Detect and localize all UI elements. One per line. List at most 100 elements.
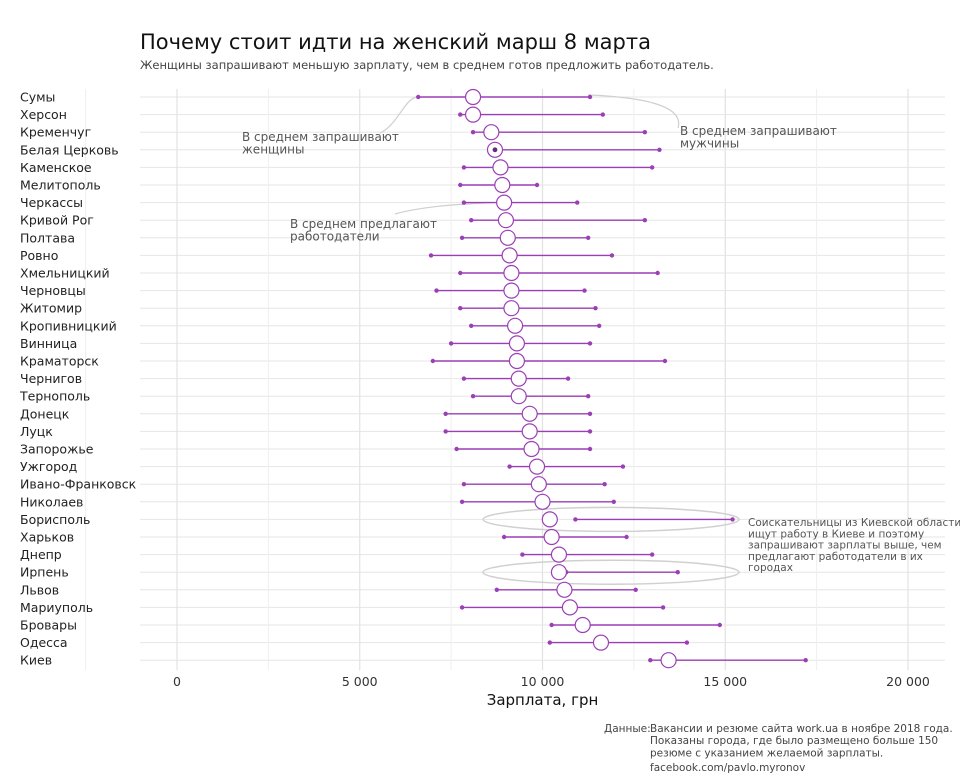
x-tick-label: 20 000 xyxy=(886,674,930,689)
marks-layer xyxy=(416,88,808,669)
men-point xyxy=(587,341,593,346)
employer-point xyxy=(508,352,526,370)
men-point xyxy=(585,394,591,399)
city-label: Одесса xyxy=(20,635,68,650)
source-line: Показаны города, где было размещено боль… xyxy=(650,735,938,747)
city-label: Мелитополь xyxy=(20,178,101,193)
annotation-women: В среднем запрашивают xyxy=(242,130,399,144)
x-tick-label: 10 000 xyxy=(521,674,565,689)
annotation-shapes xyxy=(379,94,740,585)
city-label: Чернигов xyxy=(20,371,82,386)
city-label: Кривой Рог xyxy=(20,213,94,228)
women-point xyxy=(461,200,467,205)
source-line: Вакансии и резюме сайта work.ua в ноябре… xyxy=(650,723,953,735)
women-point xyxy=(430,358,436,364)
city-label: Кременчуг xyxy=(20,125,91,140)
men-point xyxy=(675,570,680,575)
men-point xyxy=(803,658,808,663)
employer-point xyxy=(503,300,520,317)
source-label: Данные: xyxy=(604,723,651,735)
employer-point xyxy=(574,616,591,634)
employer-point xyxy=(561,599,579,616)
employer-point xyxy=(483,124,500,141)
employer-point xyxy=(503,282,520,299)
source-credit: facebook.com/pavlo.myronov xyxy=(650,762,805,774)
employer-point xyxy=(550,546,568,563)
women-point xyxy=(458,182,463,188)
women-point xyxy=(494,587,500,592)
annotation-men: мужчины xyxy=(680,137,739,151)
men-point xyxy=(633,587,638,592)
women-point xyxy=(459,499,465,504)
x-tick-label: 5 000 xyxy=(342,674,378,689)
city-label: Тернополь xyxy=(19,389,90,404)
women-point xyxy=(434,288,439,293)
women-point xyxy=(459,235,465,240)
women-point xyxy=(470,130,476,135)
men-point xyxy=(662,358,668,364)
city-label: Белая Церковь xyxy=(20,142,119,157)
city-label: Донецк xyxy=(20,406,70,421)
men-point xyxy=(534,182,540,188)
men-point xyxy=(611,499,616,504)
city-label: Львов xyxy=(20,582,59,597)
women-point xyxy=(428,253,434,258)
employer-point xyxy=(499,229,516,246)
employer-point xyxy=(494,176,511,194)
city-label: Николаев xyxy=(20,494,83,509)
employer-point xyxy=(660,652,677,669)
city-label: Житомир xyxy=(20,301,82,316)
men-point xyxy=(602,482,607,487)
x-axis: 0 5 000 10 000 15 000 20 000 Зарплата, грн xyxy=(173,674,930,709)
employer-point xyxy=(530,476,547,493)
annotation-employer: работодатели xyxy=(290,230,380,244)
city-label: Черкассы xyxy=(20,195,83,210)
women-point xyxy=(443,411,448,416)
men-point xyxy=(582,288,587,293)
employer-point xyxy=(556,581,573,598)
annotation-men: В среднем запрашивают xyxy=(680,124,837,138)
annotation-kyiv-region: запрашивают зарплаты выше, чем xyxy=(748,540,942,552)
city-label: Бровары xyxy=(20,618,77,633)
employer-point xyxy=(497,212,515,229)
city-label: Хмельницкий xyxy=(20,266,110,281)
leader-women xyxy=(379,96,419,134)
men-point xyxy=(620,464,626,469)
men-point xyxy=(587,411,593,416)
men-point xyxy=(660,605,666,610)
annotation-kyiv-region: ищут работу в Киеве и поэтому xyxy=(748,528,924,540)
women-point xyxy=(520,552,525,557)
leader-employer xyxy=(394,202,493,215)
women-point xyxy=(469,218,474,223)
employer-point xyxy=(541,511,558,528)
men-point xyxy=(684,640,690,645)
women-point xyxy=(458,306,463,311)
men-point xyxy=(587,94,593,100)
men-point xyxy=(609,253,615,258)
annotation-kyiv-region: предлагают работодатели в их xyxy=(748,551,923,563)
city-label: Ровно xyxy=(20,248,58,263)
annotation-kyiv-region: Соискательницы из Киевской области xyxy=(748,517,960,529)
city-label: Винница xyxy=(20,336,77,351)
city-label: Киев xyxy=(20,653,52,668)
city-label: Харьков xyxy=(20,530,74,545)
leader-men xyxy=(587,94,680,129)
city-label: Херсон xyxy=(20,107,67,122)
women-point xyxy=(501,534,507,540)
women-point xyxy=(507,464,512,469)
women-point xyxy=(458,112,463,117)
employer-point xyxy=(534,493,551,510)
annotation-kyiv-region: городах xyxy=(748,562,793,574)
women-point xyxy=(458,270,463,276)
city-label: Ужгород xyxy=(20,459,77,474)
men-point xyxy=(585,235,591,240)
highlight-ellipse-borispol xyxy=(482,506,740,533)
employer-point xyxy=(543,528,560,546)
men-point xyxy=(575,200,580,205)
annotation-women: женщины xyxy=(242,143,304,157)
chart-subtitle: Женщины запрашивают меньшую зарплату, че… xyxy=(140,58,714,72)
city-label: Ивано-Франковск xyxy=(20,477,137,492)
employer-point xyxy=(503,264,520,282)
